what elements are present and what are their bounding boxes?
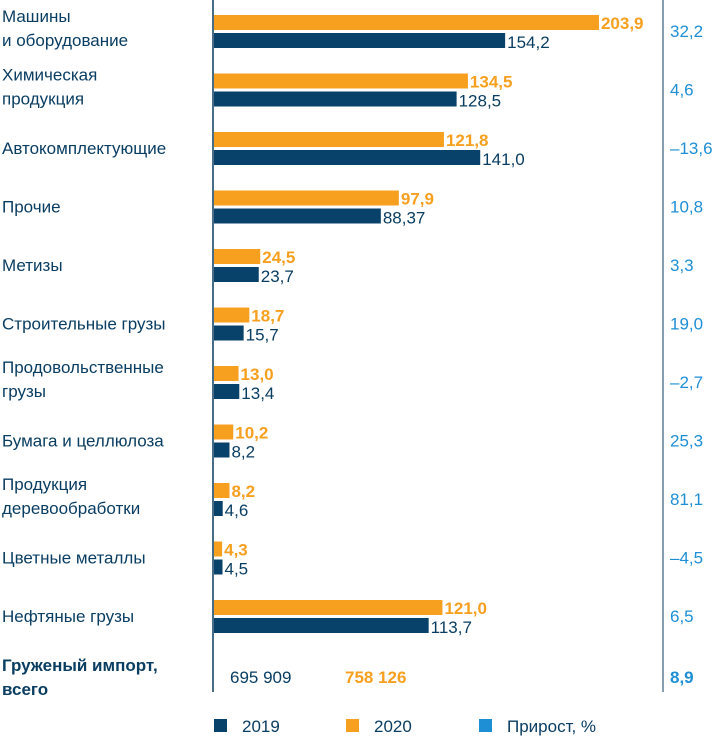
category-label: грузы	[2, 382, 46, 401]
category-label: и оборудование	[2, 31, 128, 50]
value-label-2020: 13,0	[241, 365, 274, 384]
bar-2020	[214, 541, 223, 557]
category-label: Продукция	[2, 475, 87, 494]
category-label: Цветные металлы	[2, 549, 146, 568]
bar-2019	[214, 267, 259, 282]
value-label-2020: 134,5	[470, 73, 513, 92]
value-label-2019: 128,5	[459, 92, 502, 111]
category-label: Прочие	[2, 198, 61, 217]
legend-swatch	[214, 719, 227, 732]
total-2020: 758 126	[345, 668, 406, 687]
bar-2019	[214, 501, 223, 516]
value-label-2019: 4,5	[224, 560, 248, 579]
value-label-2019: 23,7	[261, 267, 294, 286]
value-label-2020: 121,8	[446, 131, 489, 150]
value-label-2020: 121,0	[444, 599, 487, 618]
bar-2020	[214, 600, 443, 615]
category-label: Метизы	[2, 256, 63, 275]
category-label: деревообработки	[2, 499, 140, 518]
category-label: Нефтяные грузы	[2, 607, 134, 626]
legend-label: 2019	[242, 717, 280, 736]
bar-2020	[214, 132, 444, 147]
bar-2019	[214, 91, 457, 107]
growth-label: 3,3	[670, 256, 694, 275]
value-label-2020: 203,9	[601, 14, 644, 33]
growth-label: –13,6	[670, 139, 713, 158]
category-label: Строительные грузы	[2, 315, 166, 334]
category-label: Химическая	[2, 66, 97, 85]
bar-2020	[214, 483, 230, 498]
bar-2019	[214, 325, 244, 341]
value-label-2019: 15,7	[246, 326, 279, 345]
growth-label: 81,1	[670, 490, 703, 509]
growth-label: 25,3	[670, 432, 703, 451]
bar-2019	[214, 559, 223, 575]
value-label-2020: 10,2	[235, 424, 268, 443]
value-label-2019: 88,37	[383, 209, 426, 228]
bar-2020	[214, 307, 250, 323]
bar-2019	[214, 442, 230, 458]
legend-swatch	[479, 719, 492, 732]
growth-label: 19,0	[670, 315, 703, 334]
growth-label: –4,5	[670, 549, 703, 568]
value-label-2020: 18,7	[251, 307, 284, 326]
growth-label: –2,7	[670, 373, 703, 392]
value-label-2020: 24,5	[262, 248, 295, 267]
value-label-2019: 13,4	[241, 384, 274, 403]
total-2019: 695 909	[230, 668, 291, 687]
bar-2019	[214, 33, 506, 48]
value-label-2019: 8,2	[231, 443, 255, 462]
bar-2020	[214, 366, 239, 381]
growth-label: 4,6	[670, 81, 694, 100]
category-label: Машины	[2, 7, 71, 26]
bar-2019	[214, 384, 240, 399]
value-label-2020: 8,2	[231, 482, 255, 501]
category-label: продукция	[2, 90, 84, 109]
legend-label: 2020	[374, 717, 412, 736]
category-label: Бумага и целлюлоза	[2, 432, 164, 451]
growth-label: 32,2	[670, 22, 703, 41]
bar-2019	[214, 150, 481, 165]
bar-2020	[214, 73, 468, 89]
bar-2020	[214, 424, 234, 440]
category-label: Автокомплектующие	[2, 139, 166, 158]
bar-2020	[214, 15, 599, 30]
value-label-2019: 113,7	[431, 618, 472, 637]
growth-label: 6,5	[670, 607, 694, 626]
bar-2020	[214, 190, 399, 206]
total-label: всего	[2, 680, 48, 699]
bar-2020	[214, 249, 261, 264]
value-label-2020: 4,3	[224, 541, 248, 560]
value-label-2019: 154,2	[507, 33, 550, 52]
legend-label: Прирост, %	[507, 717, 596, 736]
bar-2019	[214, 208, 381, 224]
value-label-2020: 97,9	[401, 190, 434, 209]
total-growth: 8,9	[670, 668, 694, 687]
total-label: Груженый импорт,	[2, 656, 158, 675]
legend-swatch	[346, 719, 359, 732]
value-label-2019: 141,0	[482, 150, 525, 169]
category-label: Продовольственные	[2, 358, 164, 377]
value-label-2019: 4,6	[225, 501, 249, 520]
growth-label: 10,8	[670, 198, 703, 217]
bar-2019	[214, 618, 429, 633]
